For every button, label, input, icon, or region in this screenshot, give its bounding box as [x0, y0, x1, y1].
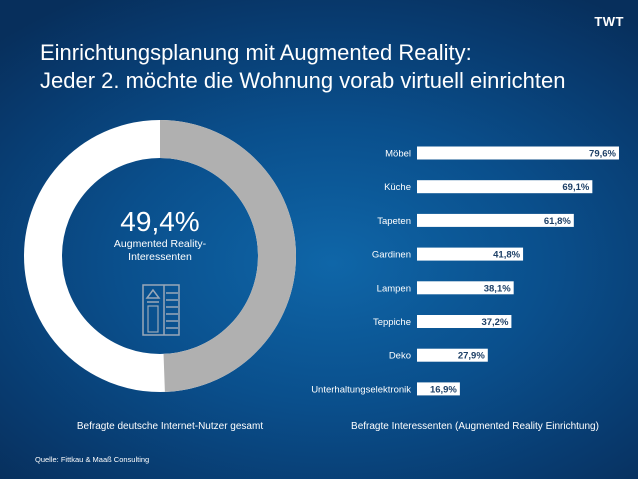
bar-category-label: Küche — [384, 182, 411, 193]
bar-category-label: Möbel — [385, 149, 411, 160]
bar — [417, 281, 514, 295]
bar — [417, 315, 512, 328]
bar — [417, 247, 524, 261]
bar-category-label: Lampen — [377, 283, 411, 294]
donut-axis-label: Befragte deutsche Internet-Nutzer gesamt — [76, 421, 264, 432]
bar — [417, 382, 460, 396]
bar-value-label: 38,1% — [484, 283, 511, 294]
donut-segment-interest — [24, 120, 296, 392]
bar-value-label: 41,8% — [493, 250, 520, 261]
bar-value-label: 69,1% — [562, 182, 589, 193]
bar — [417, 348, 488, 362]
bar-axis-label: Befragte Interessenten (Augmented Realit… — [351, 421, 599, 432]
source-note: Quelle: Fittkau & Maaß Consulting — [35, 455, 150, 464]
title-line-2: Jeder 2. möchte die Wohnung vorab virtue… — [40, 68, 566, 93]
bar — [417, 213, 574, 227]
bar-category-label: Teppiche — [373, 317, 411, 328]
bar-category-label: Deko — [389, 351, 411, 362]
bar — [417, 146, 619, 160]
cabinet-icon — [142, 284, 180, 336]
bar-category-label: Unterhaltungselektronik — [311, 384, 411, 395]
donut-center-text: 49,4% Augmented Reality-Interessenten — [95, 206, 225, 264]
donut-value: 49,4% — [120, 206, 200, 237]
bar-category-label: Tapeten — [377, 216, 411, 227]
bar-category-label: Gardinen — [372, 250, 411, 261]
bar-value-label: 16,9% — [430, 384, 457, 395]
bar-value-label: 61,8% — [544, 216, 571, 227]
bar-value-label: 37,2% — [481, 317, 508, 328]
brand-logo: TWT — [594, 14, 624, 29]
page-title: Einrichtungsplanung mit Augmented Realit… — [40, 39, 620, 95]
donut-caption: Augmented Reality-Interessenten — [113, 238, 207, 263]
title-line-1: Einrichtungsplanung mit Augmented Realit… — [40, 40, 472, 65]
bar-value-label: 27,9% — [458, 351, 485, 362]
bar — [417, 180, 593, 194]
bar-value-label: 79,6% — [589, 149, 616, 160]
